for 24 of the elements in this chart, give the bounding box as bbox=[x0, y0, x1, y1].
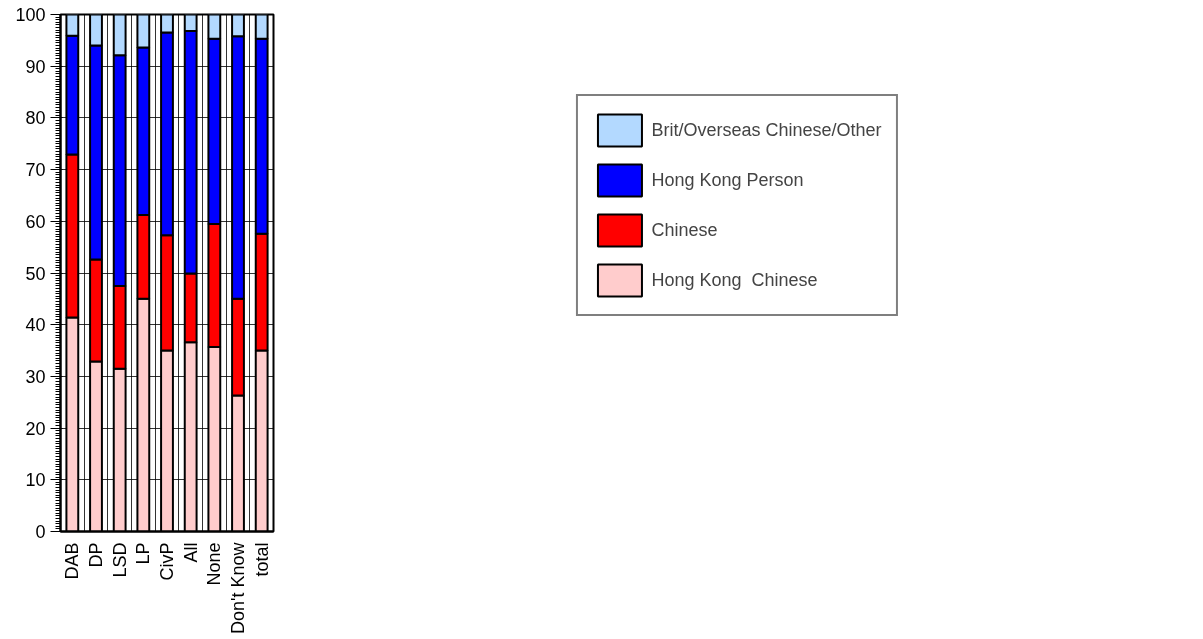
x-tick-label: DAB bbox=[62, 542, 83, 580]
x-tick-label: LP bbox=[133, 542, 154, 565]
y-tick-label: 100 bbox=[15, 5, 46, 25]
x-tick-label: LSD bbox=[109, 542, 130, 578]
y-tick-label: 60 bbox=[25, 211, 46, 232]
x-tick-label: CivP bbox=[157, 542, 177, 581]
x-tick-label: DP bbox=[86, 542, 106, 568]
y-tick-label: 0 bbox=[35, 522, 46, 542]
y-tick-label: 80 bbox=[25, 108, 46, 129]
y-tick-label: 30 bbox=[25, 366, 46, 387]
y-tick-label: 70 bbox=[25, 160, 46, 181]
x-tick-label: All bbox=[180, 542, 201, 563]
legend-label: Chinese bbox=[651, 219, 718, 241]
y-tick-label: 50 bbox=[25, 263, 46, 284]
y-tick-label: 90 bbox=[25, 56, 46, 77]
y-tick-label: 10 bbox=[25, 470, 46, 491]
x-tick-label: None bbox=[204, 542, 225, 586]
x-tick-label: total bbox=[251, 542, 272, 577]
x-tick-label: Don't Know bbox=[228, 541, 248, 634]
legend-label: Brit/Overseas Chinese/Other bbox=[651, 119, 882, 141]
legend-label: Hong Kong Person bbox=[651, 169, 804, 191]
y-tick-label: 20 bbox=[25, 418, 46, 439]
y-tick-label: 40 bbox=[25, 315, 46, 336]
legend-label: Hong Kong Chinese bbox=[651, 269, 818, 291]
